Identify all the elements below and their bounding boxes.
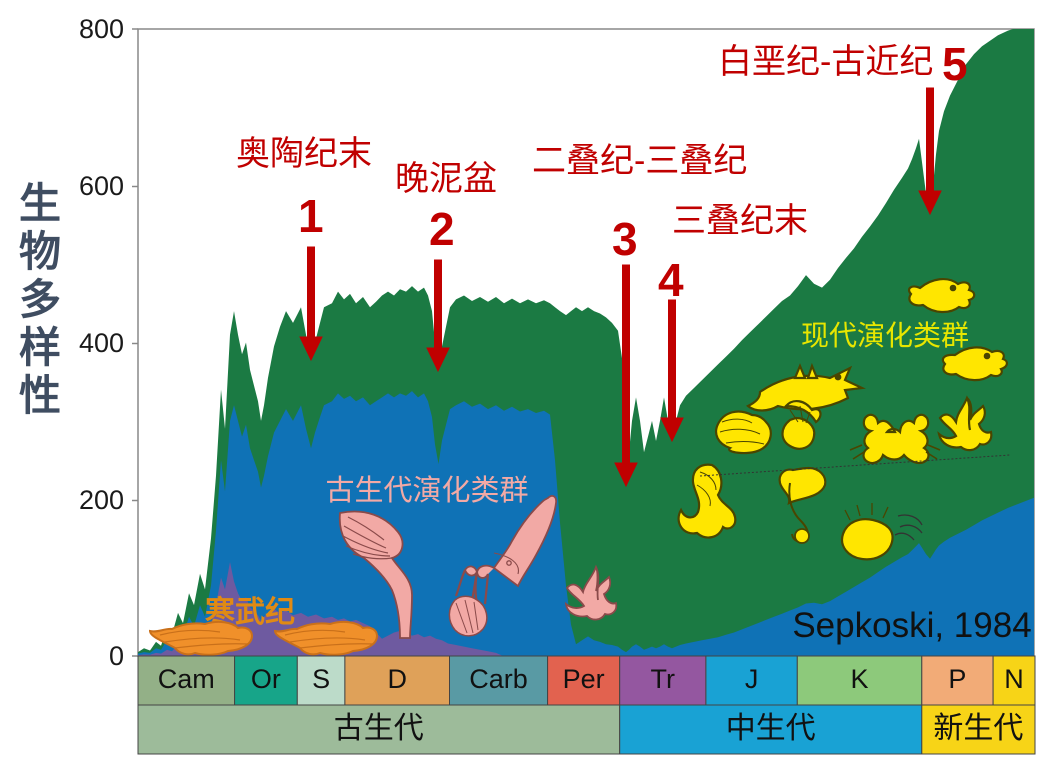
svg-text:N: N bbox=[1004, 664, 1024, 694]
svg-text:3: 3 bbox=[612, 213, 638, 265]
svg-text:Or: Or bbox=[251, 664, 281, 694]
svg-text:2: 2 bbox=[429, 203, 455, 255]
svg-text:样: 样 bbox=[19, 324, 61, 371]
svg-text:晚泥盆: 晚泥盆 bbox=[395, 160, 497, 198]
svg-text:性: 性 bbox=[19, 372, 61, 419]
svg-text:古生代: 古生代 bbox=[334, 712, 424, 745]
svg-text:200: 200 bbox=[79, 485, 124, 515]
svg-text:K: K bbox=[850, 664, 868, 694]
svg-text:800: 800 bbox=[79, 14, 124, 44]
svg-text:物: 物 bbox=[19, 228, 61, 275]
svg-text:新生代: 新生代 bbox=[933, 712, 1023, 745]
svg-text:J: J bbox=[745, 664, 759, 694]
svg-text:现代演化类群: 现代演化类群 bbox=[801, 320, 969, 351]
svg-text:生: 生 bbox=[19, 180, 61, 227]
svg-text:奥陶纪末: 奥陶纪末 bbox=[236, 135, 372, 173]
svg-text:三叠纪末: 三叠纪末 bbox=[672, 202, 808, 240]
svg-text:中生代: 中生代 bbox=[726, 712, 816, 745]
svg-text:400: 400 bbox=[79, 328, 124, 358]
svg-text:600: 600 bbox=[79, 171, 124, 201]
svg-text:Sepkoski, 1984: Sepkoski, 1984 bbox=[792, 606, 1031, 645]
svg-text:Carb: Carb bbox=[469, 664, 528, 694]
svg-text:Tr: Tr bbox=[651, 664, 675, 694]
svg-text:白垩纪-古近纪: 白垩纪-古近纪 bbox=[718, 43, 933, 81]
svg-text:4: 4 bbox=[658, 254, 684, 306]
svg-text:S: S bbox=[312, 664, 330, 694]
svg-text:多: 多 bbox=[19, 276, 61, 323]
svg-text:古生代演化类群: 古生代演化类群 bbox=[325, 474, 528, 507]
svg-text:5: 5 bbox=[942, 38, 968, 90]
svg-text:Per: Per bbox=[563, 664, 605, 694]
svg-text:1: 1 bbox=[298, 190, 324, 242]
svg-text:D: D bbox=[387, 664, 407, 694]
svg-text:P: P bbox=[948, 664, 966, 694]
svg-text:Cam: Cam bbox=[158, 664, 215, 694]
svg-text:0: 0 bbox=[109, 641, 124, 671]
svg-text:二叠纪-三叠纪: 二叠纪-三叠纪 bbox=[532, 142, 747, 180]
